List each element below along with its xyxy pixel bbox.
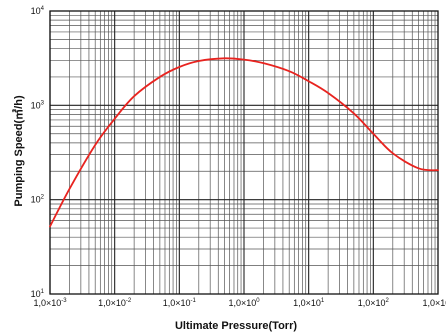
x-tick-label: 1,0×10-1 — [163, 298, 197, 308]
y-tick-label: 101 — [31, 289, 45, 299]
x-tick-label: 1,0×102 — [358, 298, 390, 308]
x-tick-labels: 1,0×10-3 1,0×10-2 1,0×10-1 1,0×100 1,0×101 1,… — [33, 298, 446, 308]
series-line-0 — [49, 57, 439, 228]
y-tick-label: 104 — [31, 6, 45, 16]
x-tick-label: 1,0×101 — [293, 298, 325, 308]
series-layer — [49, 57, 439, 228]
y-axis-title: Pumping Speed(㎥/h) — [11, 95, 25, 207]
x-tick-label: 1,0×103 — [422, 298, 446, 308]
plot-frame — [49, 10, 439, 295]
y-tick-labels: 101 102 103 104 — [31, 6, 45, 299]
x-tick-label: 1,0×10-3 — [33, 298, 67, 308]
y-tick-label: 102 — [31, 195, 45, 205]
y-tick-label: 103 — [31, 100, 45, 110]
x-tick-label: 1,0×100 — [228, 298, 260, 308]
x-axis-title: Ultimate Pressure(Torr) — [175, 320, 297, 332]
x-tick-label: 1,0×10-2 — [98, 298, 132, 308]
